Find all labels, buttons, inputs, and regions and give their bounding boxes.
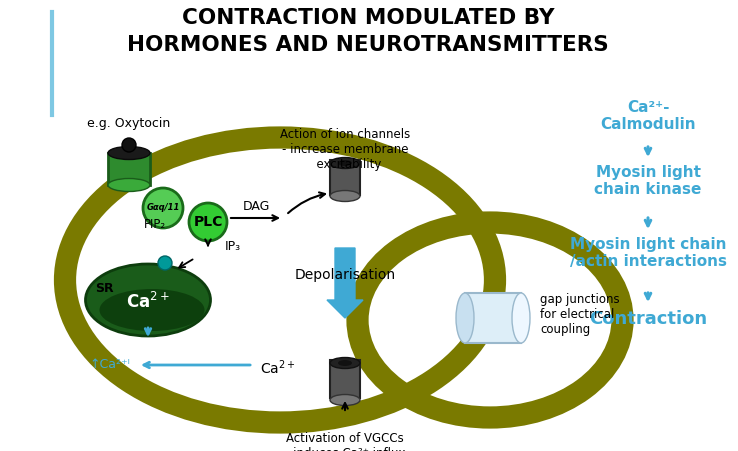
- FancyBboxPatch shape: [330, 160, 360, 195]
- Text: ↑Ca²⁺ᴵ: ↑Ca²⁺ᴵ: [89, 359, 131, 372]
- Circle shape: [158, 256, 172, 270]
- Text: gap junctions
for electrical
coupling: gap junctions for electrical coupling: [540, 294, 620, 336]
- Text: Gαq/11: Gαq/11: [146, 203, 179, 212]
- Text: SR: SR: [95, 281, 114, 295]
- Circle shape: [189, 203, 227, 241]
- Ellipse shape: [86, 264, 210, 336]
- Text: Action of ion channels
- increase membrane
  excitability: Action of ion channels - increase membra…: [280, 128, 410, 171]
- Text: Ca$^{2+}$: Ca$^{2+}$: [126, 292, 170, 312]
- Text: Ca$^{2+}$: Ca$^{2+}$: [261, 359, 296, 377]
- Ellipse shape: [330, 190, 360, 202]
- Text: IP₃: IP₃: [225, 240, 241, 253]
- Text: Activation of VGCCs
- induces Ca²⁺ influx: Activation of VGCCs - induces Ca²⁺ influ…: [285, 432, 405, 451]
- FancyBboxPatch shape: [330, 360, 360, 398]
- Ellipse shape: [512, 293, 530, 343]
- Ellipse shape: [338, 160, 352, 166]
- Text: e.g. Oxytocin: e.g. Oxytocin: [87, 116, 170, 129]
- Text: HORMONES AND NEUROTRANSMITTERS: HORMONES AND NEUROTRANSMITTERS: [127, 35, 609, 55]
- Ellipse shape: [108, 147, 150, 160]
- Text: Myosin light
chain kinase: Myosin light chain kinase: [594, 165, 702, 198]
- Ellipse shape: [330, 157, 360, 169]
- Ellipse shape: [330, 358, 360, 368]
- Ellipse shape: [330, 395, 360, 405]
- Circle shape: [122, 138, 136, 152]
- FancyArrow shape: [327, 248, 363, 318]
- Text: PIP₂: PIP₂: [144, 218, 166, 231]
- Ellipse shape: [108, 179, 150, 192]
- Text: CONTRACTION MODULATED BY: CONTRACTION MODULATED BY: [182, 8, 554, 28]
- Circle shape: [143, 188, 183, 228]
- Ellipse shape: [338, 360, 352, 366]
- Ellipse shape: [100, 289, 204, 331]
- FancyBboxPatch shape: [108, 153, 150, 185]
- Text: Depolarisation: Depolarisation: [294, 268, 396, 282]
- FancyBboxPatch shape: [465, 293, 521, 343]
- Text: Myosin light chain
/actin interactions: Myosin light chain /actin interactions: [570, 237, 726, 269]
- Ellipse shape: [456, 293, 474, 343]
- Text: PLC: PLC: [193, 215, 223, 229]
- Text: Contraction: Contraction: [589, 310, 707, 328]
- Text: Ca²⁺-
Calmodulin: Ca²⁺- Calmodulin: [600, 100, 696, 133]
- Text: DAG: DAG: [242, 201, 269, 213]
